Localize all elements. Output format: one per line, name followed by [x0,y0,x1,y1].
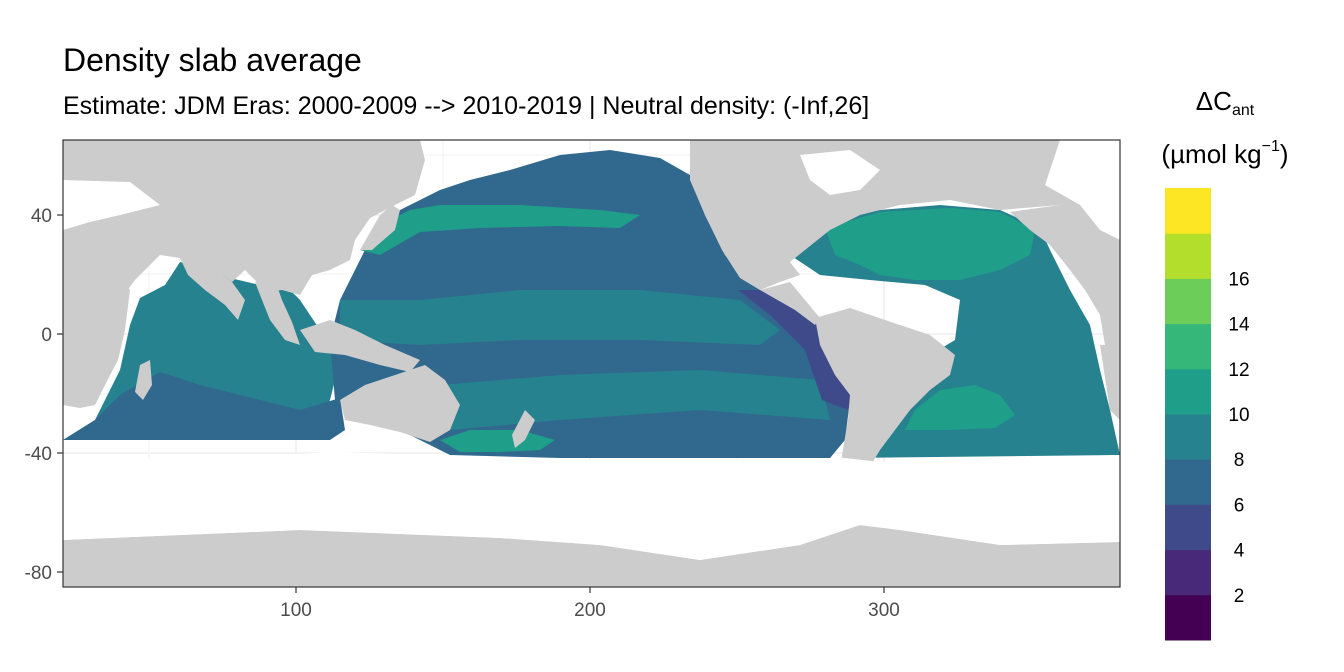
colorbar-tick-label: 10 [1228,405,1249,426]
plot-title: Density slab average [63,42,362,78]
colorbar-labels: 2 4 6 8 10 12 14 16 [1228,269,1250,606]
colorbar-tick-label: 16 [1228,269,1249,290]
y-tick-label: -80 [25,563,52,584]
colorbar-segment [1165,414,1211,460]
equatorial-band-field [340,290,780,345]
arabia-india-land [180,258,245,320]
north-america-land [690,140,1120,290]
plot-subtitle: Estimate: JDM Eras: 2000-2009 --> 2010-2… [63,92,870,120]
colorbar-segment [1165,504,1211,551]
colorbar-tick-label: 14 [1228,315,1250,336]
colorbar-segment [1165,323,1211,370]
colorbar-tick-label: 4 [1234,541,1245,562]
colorbar-segment [1165,594,1211,641]
east-tropical-pacific-field [738,290,852,410]
y-tick-label: -40 [25,444,52,465]
y-tick-label: 0 [41,325,52,346]
antarctica-land [63,525,1120,587]
indonesia-land [300,320,420,372]
south-america-land [815,308,955,495]
hudson-bay-no-data [800,150,880,195]
x-tick-label: 300 [868,600,900,621]
colorbar-segment [1165,368,1211,415]
colorbar-tick-label: 12 [1228,360,1249,381]
axis-ticks [57,214,885,593]
colorbar-segment [1165,278,1211,325]
colorbar-segment [1165,188,1211,234]
arctic-no-data-west [63,180,160,230]
kuroshio-field [360,205,640,255]
europe-africa-east-land [1010,180,1120,345]
y-tick-label: 40 [31,206,52,227]
colorbar-segment [1165,233,1211,279]
colorbar-tick-label: 6 [1234,495,1245,516]
south-atlantic-subtropical-field [905,385,1015,430]
south-pacific-band-field [440,370,830,430]
ocean-fields [63,150,1120,458]
no-data-areas [63,140,1120,560]
southeast-asia-land [255,280,300,345]
map-panel [62,139,1121,588]
madagascar-land [135,360,152,400]
arctic-no-data-east [1045,140,1120,240]
africa-land [63,260,130,408]
southern-africa-land [1100,345,1120,420]
colorbar-tick-label: 2 [1234,586,1245,607]
australia-land [340,365,460,442]
legend-title: ΔCant [1195,86,1255,119]
new-zealand-land [512,410,535,448]
north-atlantic-subtropical-field [825,208,1035,280]
legend-unit: (µmol kg−1) [1161,138,1289,169]
greenland-land [920,140,1010,180]
colorbar [1165,188,1211,641]
panel-border [62,139,1121,588]
japan-land [360,205,400,250]
colorbar-segment [1165,459,1211,505]
southern-indian-field [63,372,345,440]
colorbar-segment [1165,549,1211,596]
colorbar-tick-label: 8 [1234,450,1245,471]
x-tick-label: 200 [574,600,606,621]
x-tick-label: 100 [280,600,312,621]
southern-ocean-no-data [63,452,1120,560]
central-america-land [760,282,820,325]
